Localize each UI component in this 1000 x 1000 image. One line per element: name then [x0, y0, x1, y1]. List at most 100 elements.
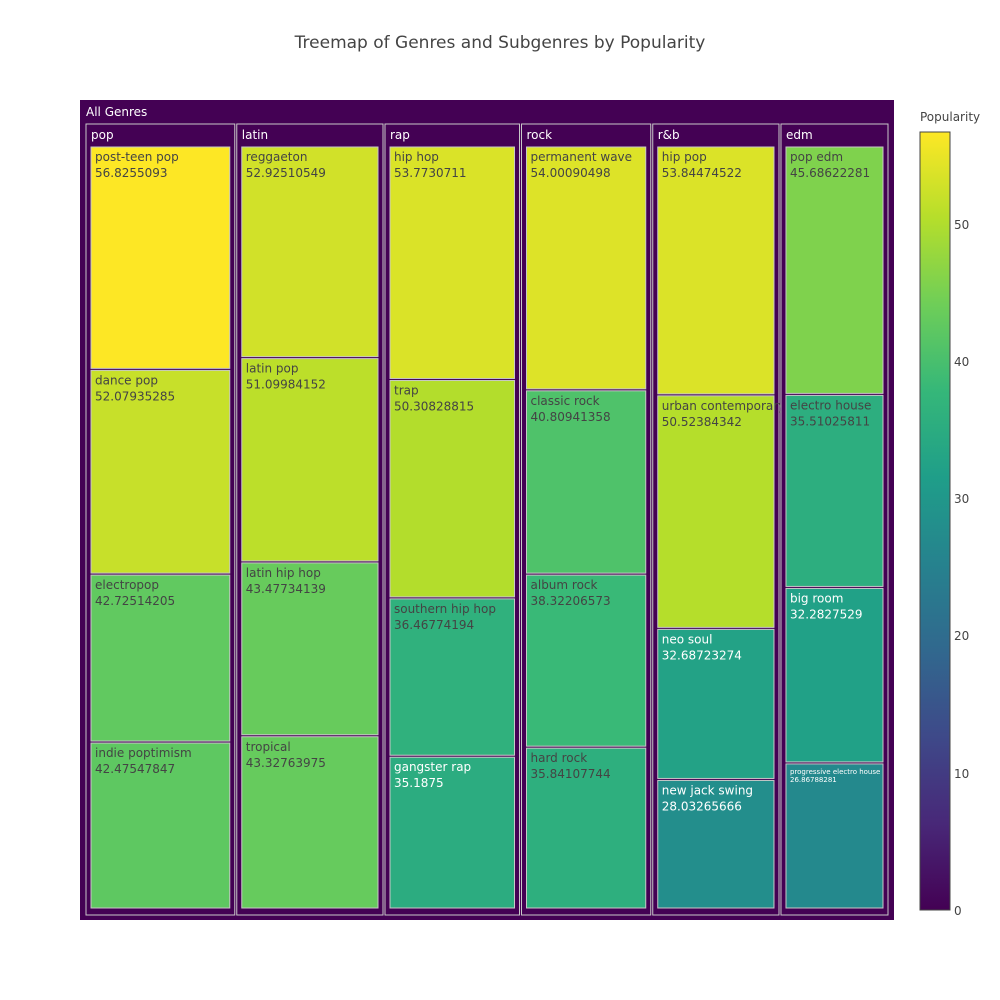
- subgenre-value: 42.47547847: [95, 762, 175, 776]
- colorbar-tick-label: 10: [954, 766, 970, 781]
- subgenre-name: big room: [790, 591, 843, 605]
- subgenre-rect: [657, 779, 775, 909]
- subgenre-value: 43.32763975: [246, 756, 326, 770]
- subgenre-name: gangster rap: [394, 760, 471, 774]
- subgenre-value: 36.46774194: [394, 618, 474, 632]
- subgenre-rect: [526, 146, 647, 390]
- subgenre-rect: [389, 598, 516, 756]
- subgenre-value: 52.92510549: [246, 166, 326, 180]
- subgenre-tile-southern-hip-hop[interactable]: southern hip hop 36.46774194: [389, 598, 516, 756]
- subgenre-tile-neo-soul[interactable]: neo soul 32.68723274: [657, 628, 775, 779]
- subgenre-tile-electropop[interactable]: electropop 42.72514205: [90, 574, 231, 742]
- subgenre-rect: [389, 756, 516, 909]
- subgenre-value: 56.8255093: [95, 166, 168, 180]
- subgenre-value: 26.86788281: [790, 776, 837, 784]
- genre-label: pop: [91, 128, 114, 142]
- subgenre-name: latin hip hop: [246, 566, 321, 580]
- subgenre-value: 32.2827529: [790, 607, 863, 621]
- subgenre-name: electro house: [790, 398, 871, 412]
- subgenre-name: southern hip hop: [394, 602, 496, 616]
- subgenre-tile-album-rock[interactable]: album rock 38.32206573: [526, 574, 647, 747]
- subgenre-rect: [90, 369, 231, 574]
- subgenre-tile-hip-hop[interactable]: hip hop 53.7730711: [389, 146, 516, 379]
- subgenre-tile-big-room[interactable]: big room 32.2827529: [785, 587, 884, 763]
- subgenre-tile-tropical[interactable]: tropical 43.32763975: [241, 736, 379, 909]
- subgenre-tile-latin-hip-hop[interactable]: latin hip hop 43.47734139: [241, 562, 379, 736]
- subgenre-name: new jack swing: [662, 783, 753, 797]
- genre-edm[interactable]: edm pop edm 45.68622281 electro house 35.510…: [780, 123, 889, 916]
- colorbar-tick-label: 30: [954, 492, 970, 507]
- subgenre-name: urban contemporary: [662, 399, 786, 413]
- subgenre-value: 35.1875: [394, 776, 444, 790]
- subgenre-rect: [526, 390, 647, 574]
- subgenre-value: 42.72514205: [95, 594, 175, 608]
- chart-title: Treemap of Genres and Subgenres by Popul…: [294, 33, 706, 53]
- subgenre-name: hip hop: [394, 150, 439, 164]
- genre-pop[interactable]: pop post-teen pop 56.8255093 dance pop 52.07…: [85, 123, 236, 916]
- subgenre-value: 52.07935285: [95, 389, 175, 403]
- subgenre-rect: [241, 562, 379, 736]
- subgenre-tile-electro-house[interactable]: electro house 35.51025811: [785, 394, 884, 587]
- subgenre-name: progressive electro house: [790, 768, 880, 776]
- subgenre-tile-trap[interactable]: trap 50.30828815: [389, 379, 516, 598]
- colorbar-tick-label: 50: [954, 217, 970, 232]
- subgenre-value: 32.68723274: [662, 648, 742, 662]
- colorbar-gradient: [919, 131, 951, 911]
- subgenre-rect: [241, 146, 379, 358]
- subgenre-tile-hip-pop[interactable]: hip pop 53.84474522: [657, 146, 775, 395]
- genre-label: rap: [390, 128, 410, 142]
- colorbar: [919, 131, 951, 911]
- genre-rap[interactable]: rap hip hop 53.7730711 trap 50.30828815 south…: [384, 123, 521, 916]
- subgenre-tile-new-jack-swing[interactable]: new jack swing 28.03265666: [657, 779, 775, 909]
- genre-label: edm: [786, 128, 813, 142]
- subgenre-tile-permanent-wave[interactable]: permanent wave 54.00090498: [526, 146, 647, 390]
- genre-randb[interactable]: r&b hip pop 53.84474522 urban contemporary 5…: [652, 123, 786, 916]
- subgenre-name: album rock: [531, 578, 598, 592]
- subgenre-name: permanent wave: [531, 150, 633, 164]
- subgenre-name: hard rock: [531, 751, 588, 765]
- subgenre-value: 50.52384342: [662, 415, 742, 429]
- subgenre-tile-urban-contemporary[interactable]: urban contemporary 50.52384342: [657, 395, 786, 628]
- subgenre-value: 53.7730711: [394, 166, 467, 180]
- genre-rock[interactable]: rock permanent wave 54.00090498 classic roc…: [521, 123, 652, 916]
- subgenre-value: 35.51025811: [790, 414, 870, 428]
- subgenre-name: dance pop: [95, 373, 158, 387]
- subgenre-tile-indie-poptimism[interactable]: indie poptimism 42.47547847: [90, 742, 231, 909]
- subgenre-name: reggaeton: [246, 150, 308, 164]
- subgenre-name: trap: [394, 383, 419, 397]
- treemap-chart[interactable]: All Genres pop post-teen pop 56.8255093 danc…: [80, 100, 894, 920]
- subgenre-name: hip pop: [662, 150, 707, 164]
- subgenre-rect: [90, 146, 231, 369]
- subgenre-tile-reggaeton[interactable]: reggaeton 52.92510549: [241, 146, 379, 358]
- subgenre-value: 50.30828815: [394, 399, 474, 413]
- subgenre-name: classic rock: [531, 394, 600, 408]
- genre-latin[interactable]: latin reggaeton 52.92510549 latin pop 51.099…: [236, 123, 384, 916]
- subgenre-tile-latin-pop[interactable]: latin pop 51.09984152: [241, 358, 379, 562]
- genre-label: rock: [527, 128, 553, 142]
- subgenre-rect: [785, 394, 884, 587]
- colorbar-tick-label: 0: [954, 904, 962, 918]
- subgenre-tile-pop-edm[interactable]: pop edm 45.68622281: [785, 146, 884, 394]
- subgenre-tile-dance-pop[interactable]: dance pop 52.07935285: [90, 369, 231, 574]
- subgenre-name: tropical: [246, 740, 291, 754]
- subgenre-value: 40.80941358: [531, 410, 611, 424]
- subgenre-rect: [241, 736, 379, 909]
- subgenre-value: 45.68622281: [790, 166, 870, 180]
- subgenre-rect: [785, 146, 884, 394]
- subgenre-tile-classic-rock[interactable]: classic rock 40.80941358: [526, 390, 647, 574]
- subgenre-value: 38.32206573: [531, 594, 611, 608]
- subgenre-value: 28.03265666: [662, 799, 742, 813]
- subgenre-tile-hard-rock[interactable]: hard rock 35.84107744: [526, 747, 647, 909]
- subgenre-tile-post-teen-pop[interactable]: post-teen pop 56.8255093: [90, 146, 231, 369]
- subgenre-tile-gangster-rap[interactable]: gangster rap 35.1875: [389, 756, 516, 909]
- subgenre-rect: [389, 379, 516, 598]
- subgenre-name: electropop: [95, 578, 159, 592]
- subgenre-rect: [785, 587, 884, 763]
- subgenre-rect: [90, 574, 231, 742]
- subgenre-rect: [657, 628, 775, 779]
- colorbar-tick-label: 40: [954, 354, 970, 369]
- subgenre-value: 54.00090498: [531, 166, 611, 180]
- subgenre-value: 43.47734139: [246, 582, 326, 596]
- subgenre-name: post-teen pop: [95, 150, 179, 164]
